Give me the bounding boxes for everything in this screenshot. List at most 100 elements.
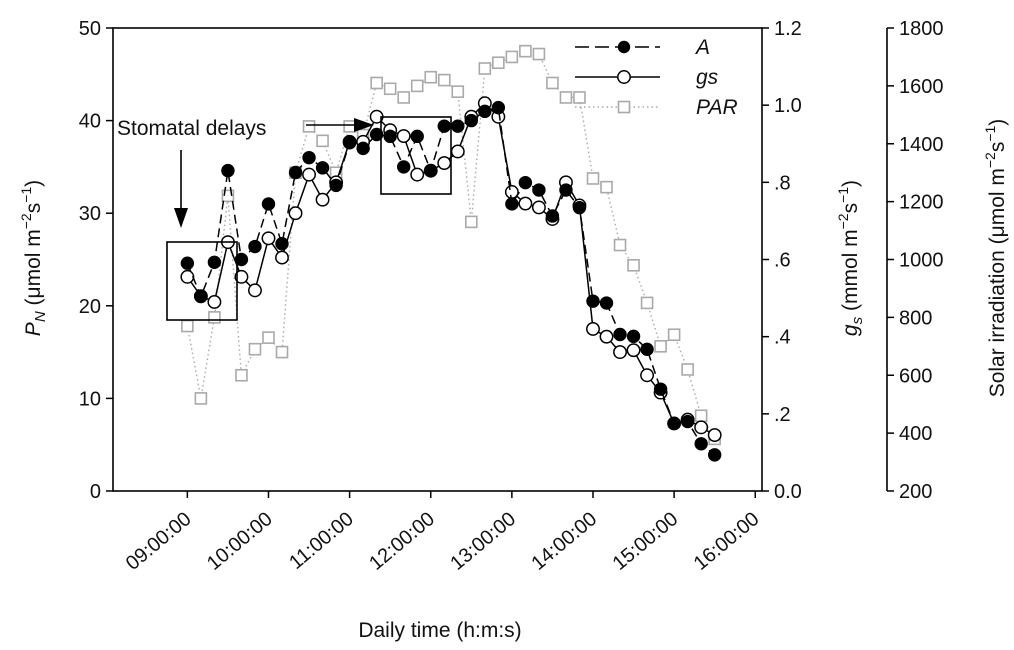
solar-tick-label: 1200 — [899, 192, 944, 214]
solar-tick-label: 1000 — [899, 250, 944, 272]
legend-marker-gs — [617, 70, 631, 84]
point-A — [396, 160, 411, 174]
point-gs — [288, 206, 303, 221]
point-PAR — [410, 79, 424, 93]
solar-tick-label: 1600 — [899, 76, 944, 98]
point-A — [667, 416, 681, 431]
point-A — [180, 256, 195, 270]
point-A — [640, 342, 654, 357]
point-A — [707, 448, 722, 462]
point-PAR — [208, 311, 221, 324]
point-A — [518, 175, 533, 190]
point-PAR — [654, 340, 667, 353]
point-A — [464, 113, 479, 128]
gs-tick-label: 0.0 — [774, 481, 802, 503]
solar-tick-label: 200 — [899, 481, 932, 503]
point-A — [478, 104, 492, 119]
point-A — [424, 163, 438, 178]
point-PAR — [667, 328, 681, 342]
point-PAR — [424, 70, 438, 84]
point-A — [451, 119, 465, 133]
point-PAR — [519, 44, 532, 58]
point-PAR — [451, 85, 465, 98]
point-A — [342, 136, 357, 150]
point-PAR — [627, 258, 640, 272]
x-tick-label: 09:00:00 — [122, 508, 196, 575]
point-PAR — [235, 368, 248, 382]
point-gs — [234, 269, 249, 284]
point-PAR — [316, 134, 329, 148]
point-PAR — [478, 62, 492, 75]
x-tick-label: 16:00:00 — [690, 508, 764, 575]
point-A — [234, 252, 249, 267]
x-axis-title: Daily time (h:m:s) — [358, 619, 521, 642]
solar-axis-title: Solar irradiation (μmol m−2s−1) — [982, 119, 1009, 398]
left-tick-label: 20 — [79, 296, 101, 318]
legend-label-PAR: PAR — [696, 96, 738, 119]
point-A — [599, 296, 614, 310]
solar-tick-label: 800 — [899, 307, 932, 329]
left-tick-label: 10 — [79, 388, 101, 410]
point-A — [369, 127, 384, 142]
solar-tick-label: 400 — [899, 423, 932, 445]
point-A — [653, 382, 668, 396]
point-A — [586, 294, 600, 308]
point-A — [532, 183, 546, 197]
point-PAR — [613, 238, 627, 252]
point-PAR — [640, 296, 654, 310]
point-PAR — [681, 363, 694, 376]
solar-tick-label: 1800 — [899, 18, 944, 40]
annotation-text: Stomatal delays — [117, 117, 266, 140]
point-PAR — [262, 331, 275, 344]
point-PAR — [437, 73, 451, 87]
point-PAR — [694, 409, 708, 423]
point-gs — [599, 329, 614, 344]
gs-tick-label: .8 — [774, 172, 791, 194]
solar-tick-label: 1400 — [899, 134, 944, 156]
left-axis-title: PN (μmol m−2s−1) — [18, 180, 49, 336]
point-gs — [410, 167, 425, 182]
point-PAR — [586, 172, 600, 185]
point-gs — [207, 294, 222, 309]
point-PAR — [181, 319, 194, 333]
legend-marker-A — [617, 40, 631, 54]
point-A — [302, 150, 316, 165]
point-A — [505, 197, 519, 211]
point-gs — [518, 196, 533, 211]
point-gs — [450, 144, 465, 159]
point-A — [383, 129, 397, 144]
gs-tick-label: .6 — [774, 250, 791, 272]
point-gs — [586, 322, 600, 336]
x-tick-label: 10:00:00 — [203, 508, 277, 575]
legend-label-gs: gs — [696, 66, 719, 89]
point-PAR — [546, 76, 559, 90]
point-A — [694, 437, 708, 451]
point-A — [275, 237, 289, 251]
point-gs — [302, 167, 317, 182]
point-gs — [531, 200, 546, 215]
point-PAR — [573, 91, 586, 104]
gs-tick-label: 1.2 — [774, 18, 802, 40]
point-gs — [626, 343, 641, 358]
solar-tick-label: 600 — [899, 365, 932, 387]
left-tick-label: 40 — [79, 111, 101, 133]
point-A — [288, 165, 303, 180]
left-tick-label: 0 — [90, 481, 101, 503]
series-line-PAR — [186, 50, 716, 440]
annotation-arrowhead-down — [174, 208, 188, 228]
annotation-layer: Stomatal delays — [117, 116, 452, 321]
point-A — [248, 239, 262, 254]
x-tick-label: 13:00:00 — [446, 508, 520, 575]
annotation-arrowhead-right — [354, 118, 374, 132]
point-A — [559, 183, 573, 197]
legend-layer: Ags PAR — [575, 36, 738, 119]
legend-label-A: A — [694, 36, 710, 59]
point-gs — [707, 428, 722, 443]
point-PAR — [465, 215, 478, 229]
point-A — [437, 119, 451, 133]
point-A — [221, 163, 235, 178]
point-PAR — [397, 91, 410, 104]
point-A — [329, 178, 343, 193]
series-layer — [180, 44, 722, 462]
